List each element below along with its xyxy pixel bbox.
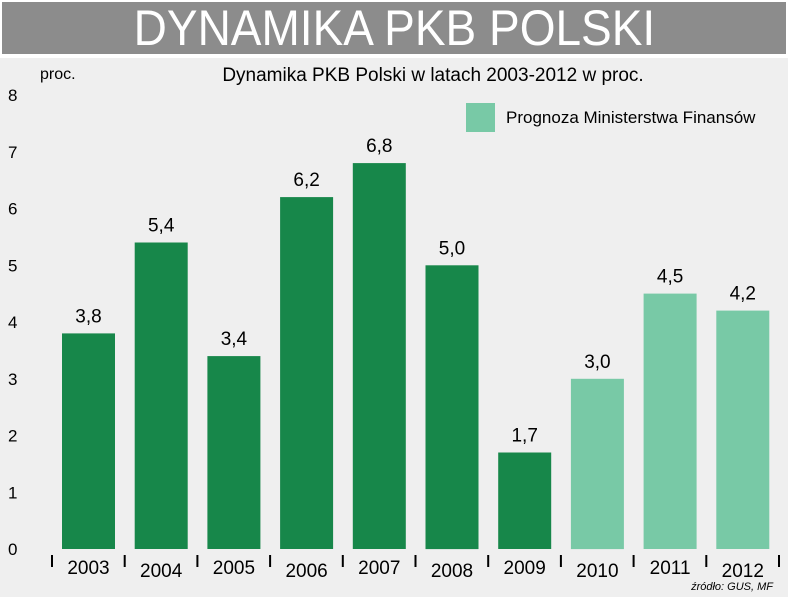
x-tick-label-2012: 2012 [722,561,764,582]
y-axis-unit-label: proc. [40,66,76,83]
value-label-2009: 1,7 [511,426,537,447]
bar-2009 [498,452,552,549]
value-label-2005: 3,4 [221,329,248,350]
bars [62,163,770,550]
bar-2006 [280,197,334,549]
value-label-2007: 6,8 [366,136,392,157]
x-tick-label-2006: 2006 [285,561,327,582]
bar-2004 [134,242,188,549]
bar-2008 [425,265,479,550]
x-tick-label-2007: 2007 [358,558,400,579]
y-tick-label: 1 [8,483,17,502]
value-label-2011: 4,5 [657,267,683,288]
title-banner-background: DYNAMIKA PKB POLSKI [2,2,786,54]
y-axis-ticks: 0 1 2 3 4 5 6 7 8 [8,86,17,559]
x-tick-label-2008: 2008 [431,561,473,582]
banner-title: DYNAMIKA PKB POLSKI [133,0,655,56]
legend: Prognoza Ministerstwa Finansów [466,103,756,132]
bar-2012 [716,310,770,549]
legend-label-forecast: Prognoza Ministerstwa Finansów [506,108,756,127]
value-label-2012: 4,2 [730,284,756,305]
value-label-2008: 5,0 [439,238,465,259]
bar-2003 [62,333,115,549]
x-axis: 2003 2004 2005 2006 2007 2008 2009 2010 2011 2012 [51,555,780,582]
y-tick-label: 4 [8,313,17,332]
bar-2005 [207,356,261,549]
value-label-2006: 6,2 [293,170,319,191]
x-tick-label-2009: 2009 [504,558,546,579]
x-tick-label-2003: 2003 [67,558,109,579]
chart-title: Dynamika PKB Polski w latach 2003-2012 w… [222,65,643,86]
x-tick-label-2004: 2004 [140,561,183,582]
bar-2010 [570,378,624,550]
value-labels: 3,8 5,4 3,4 6,2 6,8 5,0 1,7 3,0 4,5 4,2 [75,136,756,446]
bar-2011 [643,293,697,549]
y-tick-label: 7 [8,143,17,162]
y-tick-label: 2 [8,427,17,446]
source-note: źródło: GUS, MF [690,581,774,593]
y-tick-label: 6 [8,200,17,219]
value-label-2004: 5,4 [148,216,175,237]
y-tick-label: 3 [8,370,17,389]
value-label-2003: 3,8 [75,306,101,327]
title-banner: DYNAMIKA PKB POLSKI [0,0,788,58]
legend-swatch-forecast [466,103,495,132]
y-tick-label: 8 [8,86,17,105]
bar-2007 [352,163,406,549]
x-tick-label-2011: 2011 [650,558,691,579]
y-tick-label: 5 [8,256,17,275]
y-tick-label: 0 [8,540,17,559]
value-label-2010: 3,0 [584,352,610,373]
x-tick-label-2010: 2010 [576,561,618,582]
x-tick-label-2005: 2005 [213,558,255,579]
